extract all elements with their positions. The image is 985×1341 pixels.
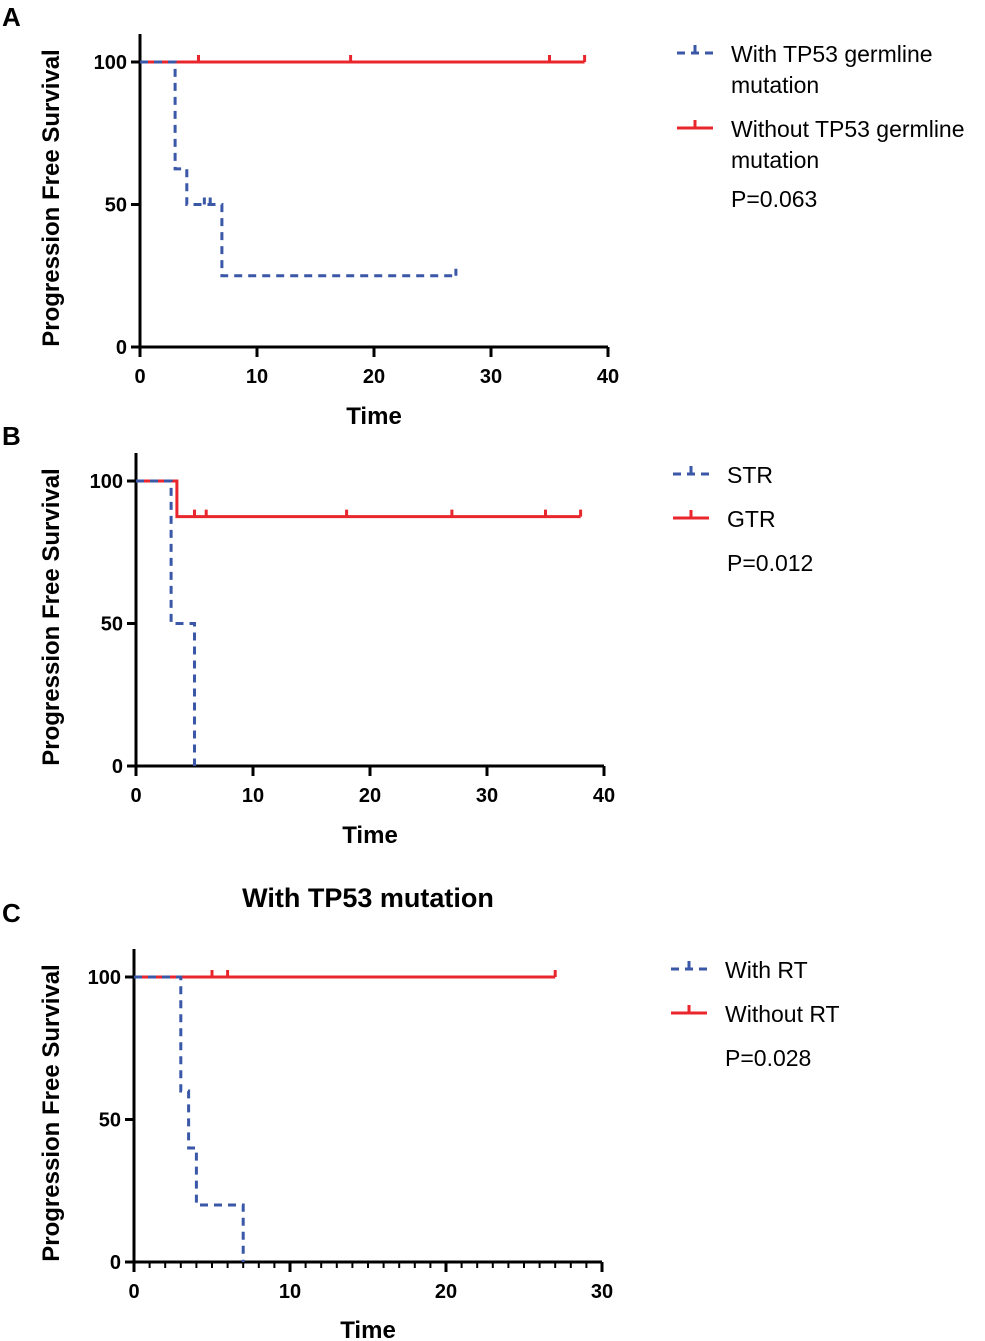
panel-c-xtick-label: 30	[591, 1281, 613, 1303]
panel-c-plot: 0 50 100 0 10 20 30	[88, 949, 613, 1303]
panel-a-xtick-label: 0	[134, 366, 145, 388]
panel-b-xtick-label: 10	[242, 785, 264, 807]
panel-b-letter: B	[2, 421, 21, 451]
panel-a-ytick-label: 50	[105, 195, 127, 217]
panel-b-ylabel: Progression Free Survival	[38, 468, 65, 765]
panel-a-letter: A	[2, 2, 21, 32]
panel-c: C With TP53 mutation Progression Free Su…	[2, 883, 840, 1341]
panel-c-title: With TP53 mutation	[242, 883, 494, 913]
panel-a-legend-label-1: Without TP53 germline	[731, 116, 965, 142]
panel-b-series-0-curve	[136, 479, 196, 766]
panel-c-pvalue: P=0.028	[725, 1045, 811, 1071]
panel-b-xtick-label: 40	[593, 785, 615, 807]
panel-a-ylabel: Progression Free Survival	[38, 49, 65, 346]
panel-a-legend-label-0b: mutation	[731, 72, 819, 98]
panel-b-ytick-label: 0	[112, 756, 123, 778]
panel-c-ylabel: Progression Free Survival	[38, 964, 65, 1261]
panel-b-ytick-label: 100	[90, 471, 123, 493]
panel-c-ytick-label: 0	[110, 1252, 121, 1274]
panel-a-series-0-curve	[140, 60, 456, 278]
panel-b-ytick-label: 50	[101, 614, 123, 636]
panel-c-xtick-label: 0	[128, 1281, 139, 1303]
panel-c-series-0-curve	[134, 975, 245, 1262]
panel-a-legend-label-1b: mutation	[731, 147, 819, 173]
panel-b-xtick-label: 0	[130, 785, 141, 807]
panel-b-plot: 0 50 100 0 10 20 30 40	[90, 453, 615, 807]
panel-a-pvalue: P=0.063	[731, 186, 817, 212]
panel-a-xtick-label: 40	[597, 366, 619, 388]
panel-b: B Progression Free Survival Time 0501000…	[2, 421, 813, 849]
panel-a-ytick-label: 100	[94, 52, 127, 74]
panel-a-ytick-label: 0	[116, 337, 127, 359]
panel-c-ytick-label: 100	[88, 967, 121, 989]
panel-b-series-1-curve	[136, 479, 581, 519]
panel-a-xtick-label: 20	[363, 366, 385, 388]
panel-b-xtick-label: 30	[476, 785, 498, 807]
panel-b-pvalue: P=0.012	[727, 550, 813, 576]
panel-a-legend-label-0: With TP53 germline	[731, 41, 933, 67]
panel-b-legend-label-1: GTR	[727, 506, 776, 532]
panel-c-xlabel: Time	[340, 1317, 396, 1341]
panel-c-legend-label-1: Without RT	[725, 1001, 840, 1027]
panel-c-legend: With RT Without RT P=0.028	[671, 957, 840, 1071]
panel-a-xtick-label: 10	[246, 366, 268, 388]
panel-b-legend: STR GTR P=0.012	[673, 462, 813, 576]
panel-c-letter: C	[2, 898, 21, 928]
panel-c-legend-label-0: With RT	[725, 957, 808, 983]
panel-b-legend-label-0: STR	[727, 462, 773, 488]
panel-a: A Progression Free Survival Time 0501000…	[2, 2, 965, 430]
panel-b-xlabel: Time	[342, 822, 398, 849]
panel-b-xtick-label: 20	[359, 785, 381, 807]
panel-a-xlabel: Time	[346, 403, 402, 430]
panel-a-xtick-label: 30	[480, 366, 502, 388]
panel-a-plot: 0 50 100 0 10 20 30 40	[94, 34, 619, 388]
panel-a-legend: With TP53 germline mutation Without TP53…	[677, 41, 965, 212]
panel-c-ytick-label: 50	[99, 1110, 121, 1132]
panel-c-xtick-label: 20	[435, 1281, 457, 1303]
panel-c-xtick-label: 10	[279, 1281, 301, 1303]
